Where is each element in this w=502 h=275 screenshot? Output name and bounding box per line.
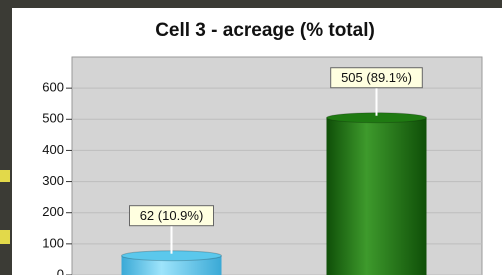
bar [327,118,427,275]
backdrop-mark [0,170,10,182]
y-tick-label: 500 [42,111,64,126]
value-label: 505 (89.1%) [341,70,412,85]
y-tick-label: 0 [57,266,64,275]
chart: Cell 3 - acreage (% total) 0 100 200 300 400… [0,0,502,275]
y-tick-label: 300 [42,173,64,188]
y-tick-label: 600 [42,80,64,95]
backdrop-mark [0,230,10,244]
value-label: 62 (10.9%) [140,208,204,223]
chart-title: Cell 3 - acreage (% total) [155,20,375,41]
y-tick-label: 200 [42,204,64,219]
y-tick-label: 400 [42,142,64,157]
y-tick-label: 100 [42,235,64,250]
